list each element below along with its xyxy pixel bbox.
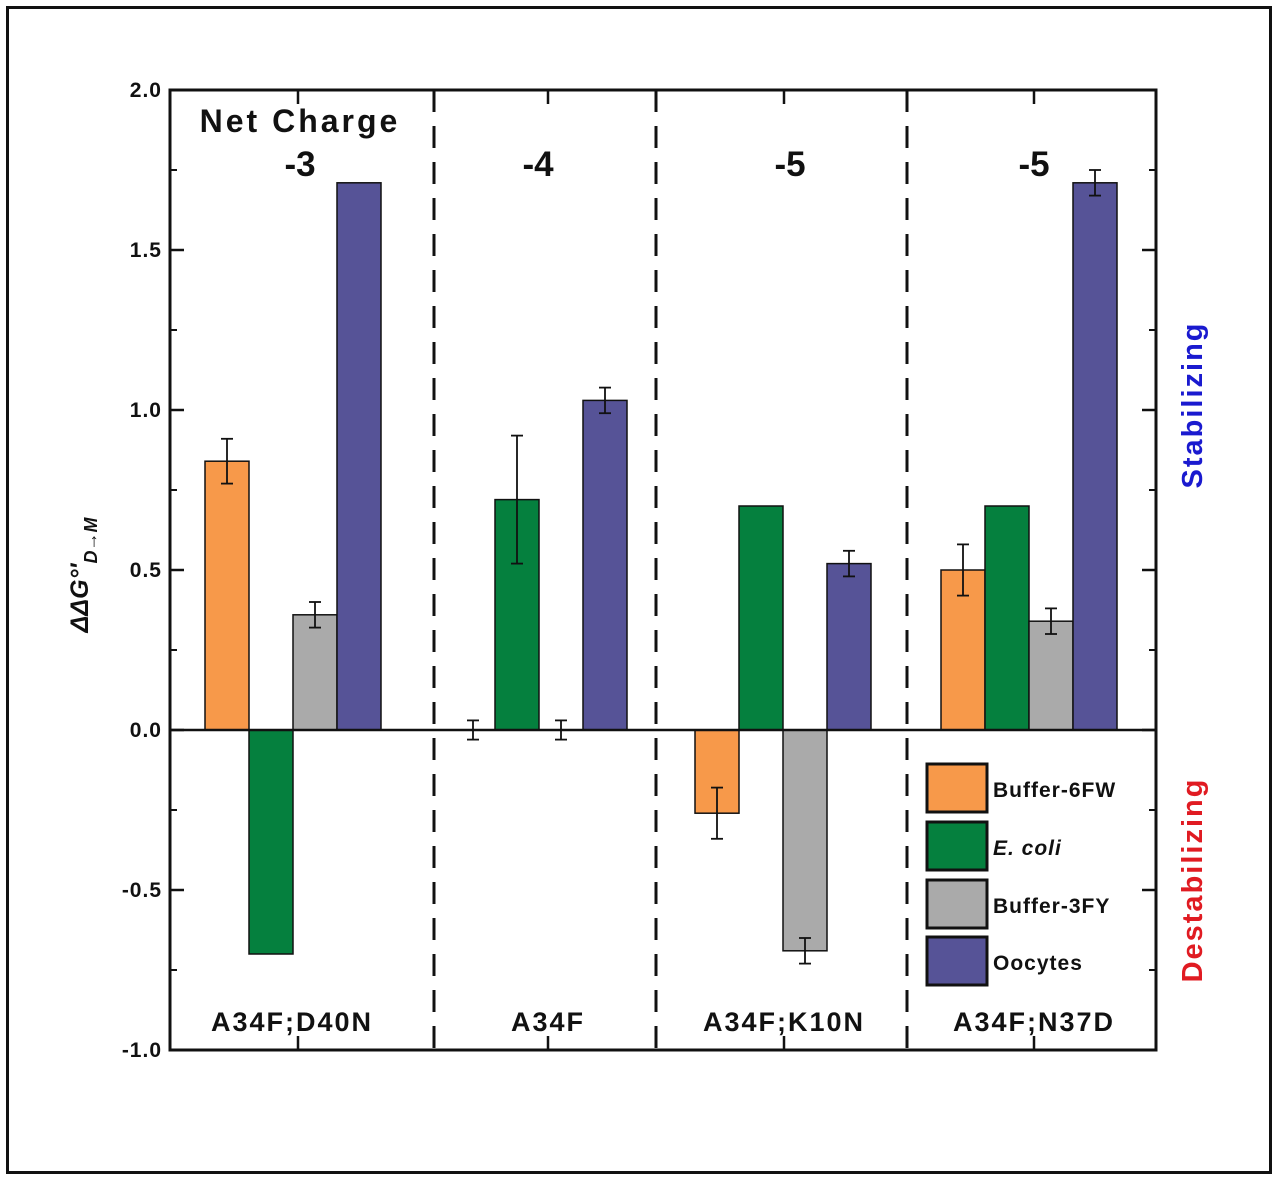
legend-label-1: E. coli: [993, 837, 1062, 860]
bar-1-0: [248, 729, 294, 955]
y-axis-label-subscript: D→M: [81, 517, 101, 564]
net-charge-value: -5: [1018, 145, 1049, 184]
y-axis-label-main: ΔΔG°': [66, 562, 94, 633]
error-bars: [221, 169, 1101, 965]
bar-2-0: [292, 614, 338, 731]
legend-label-2: Buffer-3FY: [993, 895, 1110, 918]
legend-swatch-2: [925, 878, 989, 930]
y-tick-label: 1.5: [130, 239, 162, 262]
category-label: A34F: [511, 1007, 585, 1037]
destabilizing-label: Destabilizing: [1177, 778, 1209, 983]
legend: Buffer-6FW E. coli Buffer-3FY Oocytes: [925, 762, 1116, 987]
legend-swatch-1: [925, 820, 989, 872]
y-axis-label: ΔΔG°'D→M: [66, 517, 101, 634]
bar-1-2: [738, 505, 784, 731]
axes: [168, 88, 1158, 1052]
bar-3-3: [1072, 182, 1118, 731]
y-tick-label: -1.0: [122, 1039, 162, 1062]
legend-swatch-0: [925, 762, 989, 814]
figure-frame: [6, 6, 1272, 1174]
legend-label-0: Buffer-6FW: [993, 779, 1116, 802]
bar-2-3: [1028, 620, 1074, 731]
stabilizing-label: Stabilizing: [1177, 322, 1209, 489]
y-tick-label: 1.0: [130, 399, 162, 422]
category-label: A34F;D40N: [211, 1007, 373, 1037]
y-tick-label: 2.0: [130, 79, 162, 102]
net-charge-title: Net Charge: [200, 103, 401, 139]
y-tick-label: -0.5: [122, 879, 162, 902]
bar-1-3: [984, 505, 1030, 731]
y-tick-label: 0.0: [130, 719, 162, 742]
bar-3-2: [826, 562, 872, 731]
legend-label-3: Oocytes: [993, 952, 1083, 975]
category-label: A34F;N37D: [953, 1007, 1115, 1037]
bar-0-0: [204, 460, 250, 731]
net-charge-value: -5: [774, 145, 805, 184]
chart-labels: 2.0 1.5 1.0 0.5 0.0 -0.5 -1.0 Net Charge -3 -4 -5 -…: [66, 79, 1209, 1062]
bar-3-0: [336, 182, 382, 731]
legend-swatch-3: [925, 935, 989, 987]
bar-2-2: [782, 729, 828, 952]
bar-3-1: [582, 399, 628, 731]
section-dividers: [432, 90, 909, 1050]
y-tick-label: 0.5: [130, 559, 162, 582]
net-charge-value: -4: [522, 145, 554, 184]
category-label: A34F;K10N: [703, 1007, 865, 1037]
net-charge-value: -3: [284, 145, 315, 184]
